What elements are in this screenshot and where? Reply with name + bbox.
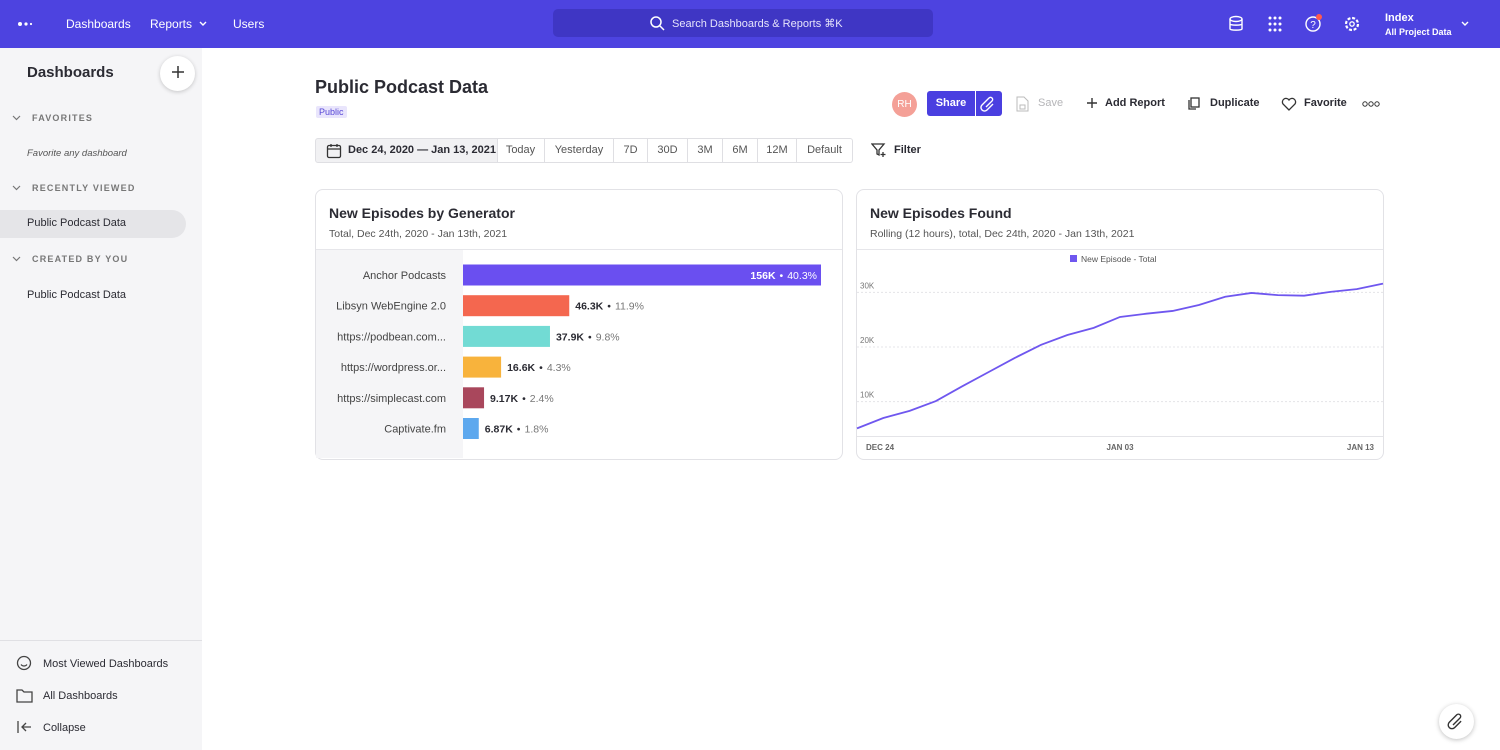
category-label: Captivate.fm [384,424,446,436]
floating-button[interactable] [1439,704,1474,739]
value: 46.3K [575,301,603,313]
separator: • [539,362,543,374]
share: 2.4% [530,393,554,405]
bar [463,295,569,316]
share: 4.3% [547,362,571,374]
x-tick-label: DEC 24 [866,443,895,452]
share: 9.8% [596,331,620,343]
share: 11.9% [615,301,644,313]
y-tick-label: 10K [860,391,875,400]
value-label: 6.87K •1.8% [485,424,549,436]
bar [463,418,479,439]
x-tick-label: JAN 13 [1347,443,1375,452]
separator: • [522,393,526,405]
separator: • [517,424,521,436]
value: 16.6K [507,362,535,374]
separator: • [588,331,592,343]
bar [463,387,484,408]
y-tick-label: 30K [860,281,875,290]
category-label: Anchor Podcasts [363,270,447,282]
value-label: 16.6K • 4.3% [507,362,571,374]
value: 9.17K [490,393,518,405]
chart-title: New Episodes Found [870,205,1012,221]
category-label: https://podbean.com... [337,331,446,343]
category-label: https://wordpress.or... [341,362,446,374]
legend-label: New Episode - Total [1081,254,1157,264]
value: 6.87K [485,424,513,436]
value-label: 46.3K • 11.9% [575,301,644,313]
chart-subtitle: Total, Dec 24th, 2020 - Jan 13th, 2021 [329,228,507,240]
value-label: 9.17K • 2.4% [490,393,554,405]
separator: • [780,270,784,282]
value: 37.9K [556,331,584,343]
legend-swatch [1070,255,1077,262]
y-tick-label: 20K [860,336,875,345]
separator: • [607,301,611,313]
share: 40.3% [787,270,817,282]
clip-icon [1439,704,1474,739]
bar [463,326,550,347]
value: 156K [750,270,776,282]
line [857,284,1383,429]
category-label: https://simplecast.com [337,393,446,405]
chart-title: New Episodes by Generator [329,205,515,221]
share: 1.8% [524,424,548,436]
x-tick-label: JAN 03 [1106,443,1134,452]
category-label: Libsyn WebEngine 2.0 [336,301,446,313]
bar [463,357,501,378]
chart-subtitle: Rolling (12 hours), total, Dec 24th, 202… [870,228,1135,240]
value-label: 37.9K • 9.8% [556,331,620,343]
